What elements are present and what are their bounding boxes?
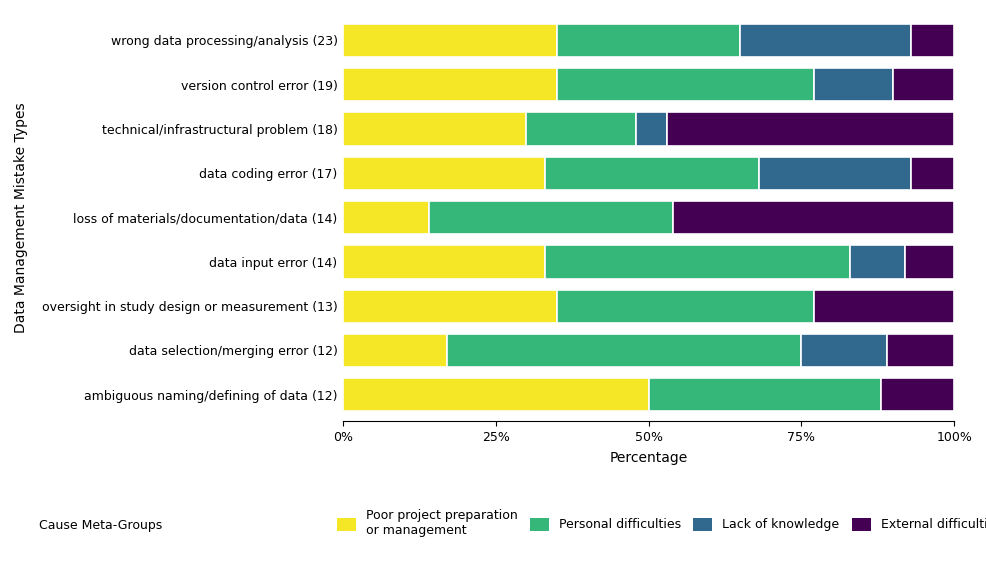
Bar [636,113,667,145]
Bar [813,290,954,323]
Bar [429,201,673,234]
Bar [544,245,850,279]
Bar [343,157,544,190]
Legend: Poor project preparation
or management, Personal difficulties, Lack of knowledge: Poor project preparation or management, … [337,509,986,537]
Bar [673,201,954,234]
Bar [544,157,758,190]
Text: Cause Meta-Groups: Cause Meta-Groups [39,519,163,533]
X-axis label: Percentage: Percentage [609,451,688,465]
Bar [813,68,893,102]
Bar [911,157,954,190]
Bar [557,68,813,102]
Bar [880,378,954,411]
Bar [758,157,911,190]
Bar [343,290,557,323]
Bar [667,113,954,145]
Bar [343,378,649,411]
Bar [850,245,905,279]
Bar [887,334,954,367]
Bar [343,68,557,102]
Bar [893,68,954,102]
Bar [740,24,911,57]
Bar [557,290,813,323]
Bar [343,113,527,145]
Bar [802,334,887,367]
Bar [905,245,954,279]
Bar [557,24,740,57]
Y-axis label: Data Management Mistake Types: Data Management Mistake Types [14,102,28,333]
Bar [649,378,880,411]
Bar [343,24,557,57]
Bar [343,334,447,367]
Bar [343,201,429,234]
Bar [911,24,954,57]
Bar [343,245,544,279]
Bar [527,113,636,145]
Bar [447,334,802,367]
